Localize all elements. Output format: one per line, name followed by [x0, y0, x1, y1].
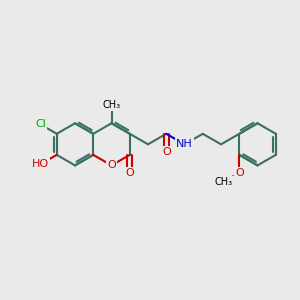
Text: CH₃: CH₃ [102, 100, 121, 110]
Text: NH: NH [176, 139, 193, 149]
Text: CH₃: CH₃ [215, 177, 233, 187]
Text: HO: HO [32, 159, 49, 169]
Text: Cl: Cl [35, 119, 46, 129]
Text: O: O [235, 168, 244, 178]
Text: O: O [162, 147, 171, 157]
Text: O: O [107, 160, 116, 170]
Text: O: O [125, 168, 134, 178]
